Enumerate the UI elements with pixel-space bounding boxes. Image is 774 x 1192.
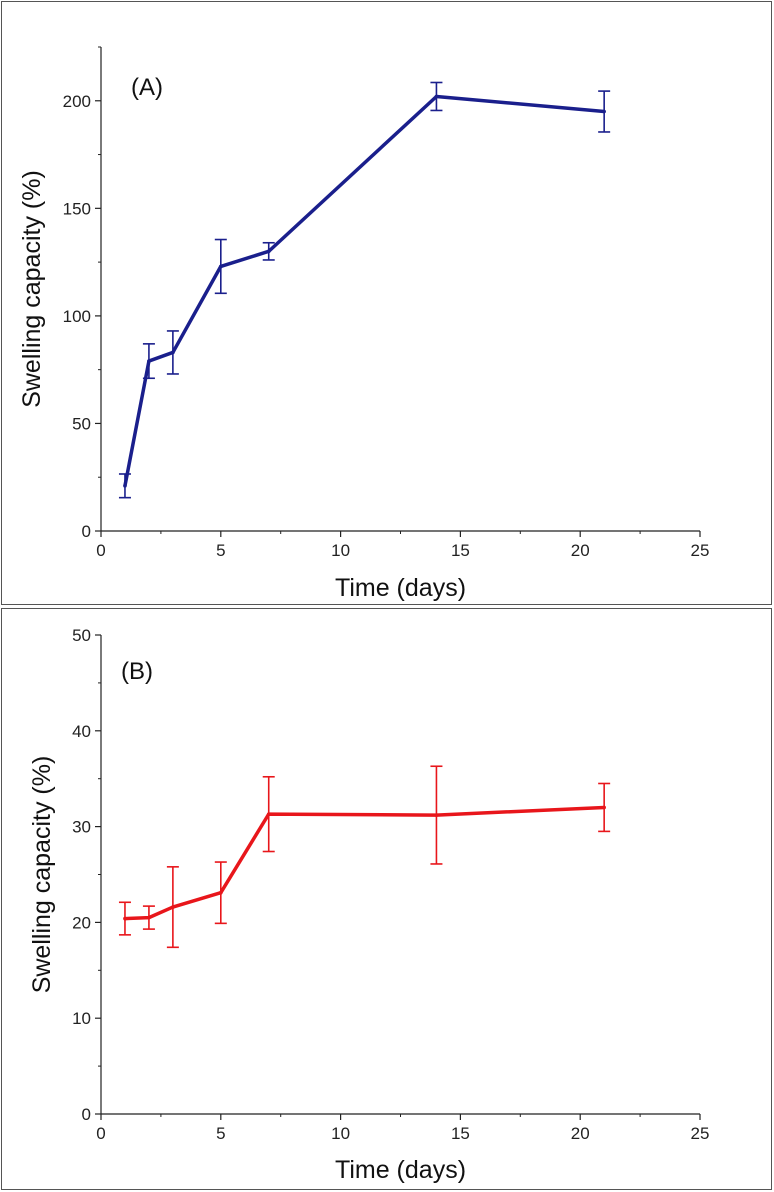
chart-a-data-point xyxy=(171,350,175,355)
chart-b-data-point xyxy=(434,813,439,817)
chart-b-x-tick-label: 20 xyxy=(571,1124,590,1143)
chart-a-y-tick-label: 100 xyxy=(63,307,91,326)
chart-a-data-point xyxy=(219,264,223,269)
chart-b-data-point xyxy=(123,916,127,921)
chart-b-y-axis-title: Swelling capacity (%) xyxy=(28,756,56,994)
chart-a-y-axis-title: Swelling capacity (%) xyxy=(18,170,46,408)
chart-a-data-point xyxy=(266,249,271,254)
chart-b-data-point xyxy=(147,915,151,920)
chart-a-y-tick-label: 200 xyxy=(63,92,91,111)
chart-b-data-point xyxy=(266,812,271,816)
chart-b-x-tick-label: 10 xyxy=(331,1124,350,1143)
chart-b-x-tick-label: 15 xyxy=(451,1124,470,1143)
chart-a-x-tick-label: 5 xyxy=(216,541,225,560)
chart-b-y-tick-label: 40 xyxy=(72,722,91,741)
chart-a-y-tick-label: 150 xyxy=(63,199,91,218)
chart-a-x-tick-label: 10 xyxy=(331,541,350,560)
chart-a-data-point xyxy=(434,94,439,99)
chart-b-y-tick-label: 50 xyxy=(72,626,91,645)
chart-b-x-axis-title: Time (days) xyxy=(335,1156,466,1184)
chart-a-panel-label: (A) xyxy=(131,74,163,101)
chart-a-x-tick-label: 20 xyxy=(571,541,590,560)
chart-b-y-tick-label: 10 xyxy=(72,1009,91,1028)
chart-b-data-point xyxy=(219,890,223,895)
chart-a-y-tick-label: 0 xyxy=(82,522,91,541)
chart-a-data-point xyxy=(147,359,151,363)
panel-b-frame xyxy=(1,608,772,1190)
chart-a-x-tick-label: 15 xyxy=(451,541,470,560)
chart-b-y-tick-label: 30 xyxy=(72,818,91,837)
chart-b-x-tick-label: 0 xyxy=(96,1124,105,1143)
chart-b-data-point xyxy=(171,905,175,909)
chart-b-x-tick-label: 5 xyxy=(216,1124,225,1143)
chart-a-y-tick-label: 50 xyxy=(72,414,91,433)
chart-a-x-axis-title: Time (days) xyxy=(335,574,466,602)
chart-a-x-tick-label: 0 xyxy=(96,541,105,560)
chart-b-data-point xyxy=(602,805,606,810)
panel-a-frame xyxy=(1,1,772,605)
chart-b-panel-label: (B) xyxy=(121,658,153,685)
chart-a: 0 5 10 15 20 25 0 50 100 150 200 Time (days) Swellin… xyxy=(18,46,710,602)
chart-a-x-tick-label: 25 xyxy=(691,541,710,560)
chart-a-data-point xyxy=(123,484,127,488)
chart-b-series-line xyxy=(124,805,605,921)
chart-b-y-tick-label: 20 xyxy=(72,913,91,932)
chart-b-x-tick-label: 25 xyxy=(691,1124,710,1143)
chart-b-y-tick-label: 0 xyxy=(82,1105,91,1124)
chart-a-data-point xyxy=(602,109,606,114)
